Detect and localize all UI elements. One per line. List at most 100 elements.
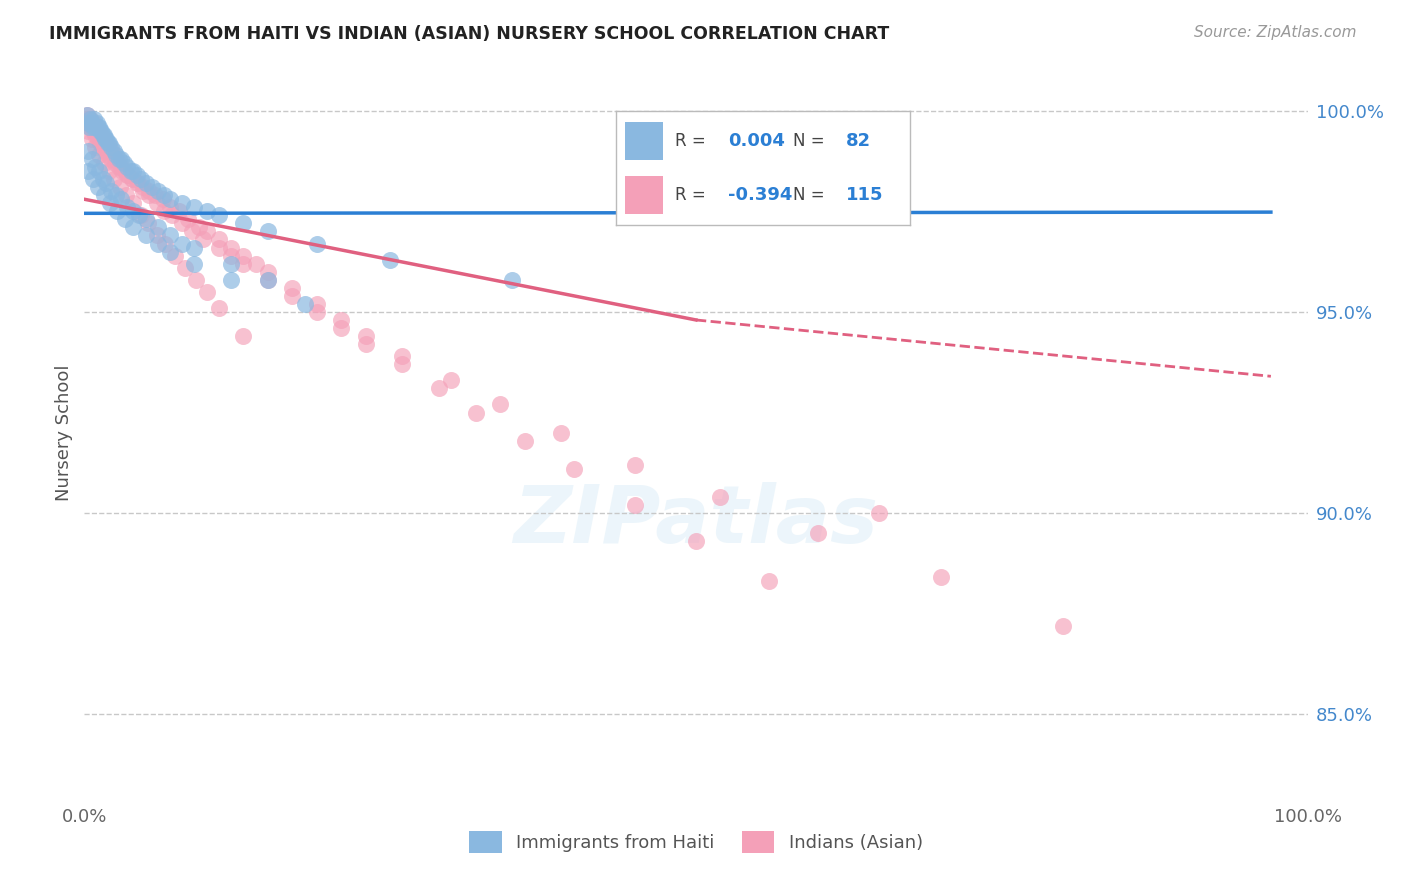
- Point: [114, 164, 136, 178]
- Point: [96, 132, 118, 146]
- Y-axis label: Nursery School: Nursery School: [55, 364, 73, 501]
- Point: [103, 172, 125, 186]
- Point: [87, 132, 110, 146]
- Point: [77, 120, 100, 134]
- Point: [143, 188, 166, 202]
- Point: [122, 172, 145, 186]
- Point: [208, 301, 231, 315]
- Point: [128, 208, 150, 222]
- Point: [1052, 619, 1074, 633]
- Point: [869, 506, 891, 520]
- Point: [807, 526, 830, 541]
- Point: [135, 228, 157, 243]
- Point: [758, 574, 780, 589]
- Point: [103, 148, 125, 162]
- Point: [125, 176, 148, 190]
- Point: [82, 124, 104, 138]
- Point: [183, 241, 205, 255]
- Point: [163, 249, 186, 263]
- Point: [125, 168, 148, 182]
- Point: [100, 152, 122, 166]
- Point: [177, 212, 200, 227]
- Point: [94, 132, 117, 146]
- Point: [232, 257, 254, 271]
- Point: [90, 128, 112, 142]
- Point: [195, 285, 218, 299]
- Point: [624, 458, 647, 472]
- Point: [87, 124, 110, 138]
- Point: [77, 164, 100, 178]
- Point: [98, 196, 121, 211]
- Point: [391, 357, 413, 371]
- Point: [80, 116, 103, 130]
- Point: [94, 144, 117, 158]
- Point: [80, 116, 103, 130]
- Point: [79, 112, 101, 126]
- Point: [153, 236, 176, 251]
- Point: [96, 176, 118, 190]
- Point: [80, 132, 103, 146]
- Point: [86, 116, 108, 130]
- Text: Source: ZipAtlas.com: Source: ZipAtlas.com: [1194, 25, 1357, 40]
- Point: [89, 124, 111, 138]
- Point: [159, 228, 181, 243]
- Point: [257, 265, 280, 279]
- Point: [94, 136, 117, 150]
- Point: [624, 498, 647, 512]
- Point: [132, 184, 155, 198]
- Point: [105, 188, 128, 202]
- Point: [76, 108, 98, 122]
- Point: [132, 180, 155, 194]
- Point: [502, 273, 524, 287]
- Point: [77, 144, 100, 158]
- Point: [82, 120, 104, 134]
- Point: [305, 297, 328, 311]
- Point: [97, 164, 120, 178]
- Point: [172, 196, 194, 211]
- Point: [83, 116, 105, 130]
- Point: [167, 204, 190, 219]
- Point: [107, 160, 129, 174]
- Point: [281, 289, 304, 303]
- Point: [91, 172, 114, 186]
- Point: [77, 124, 100, 138]
- Point: [208, 208, 231, 222]
- Text: ZIPatlas: ZIPatlas: [513, 483, 879, 560]
- Point: [188, 220, 211, 235]
- Point: [195, 224, 218, 238]
- Point: [172, 216, 194, 230]
- Point: [354, 337, 377, 351]
- Point: [173, 260, 195, 275]
- Point: [117, 168, 139, 182]
- Point: [115, 160, 138, 174]
- Point: [83, 112, 105, 126]
- Point: [121, 172, 143, 186]
- Point: [87, 124, 110, 138]
- Point: [84, 120, 107, 134]
- Point: [232, 249, 254, 263]
- Point: [91, 132, 114, 146]
- Point: [79, 112, 101, 126]
- Point: [122, 204, 145, 219]
- Point: [97, 148, 120, 162]
- Point: [122, 220, 145, 235]
- Point: [159, 200, 181, 214]
- Point: [427, 381, 450, 395]
- Point: [104, 156, 127, 170]
- Point: [127, 176, 149, 190]
- Point: [120, 164, 142, 178]
- Point: [219, 273, 242, 287]
- Point: [114, 212, 136, 227]
- Point: [281, 281, 304, 295]
- Point: [93, 132, 115, 146]
- Point: [108, 180, 131, 194]
- Point: [208, 232, 231, 246]
- Point: [257, 273, 280, 287]
- Point: [122, 164, 145, 178]
- Point: [90, 124, 112, 138]
- Point: [89, 128, 111, 142]
- Point: [82, 172, 104, 186]
- Point: [257, 224, 280, 238]
- Point: [91, 140, 114, 154]
- Point: [105, 148, 128, 162]
